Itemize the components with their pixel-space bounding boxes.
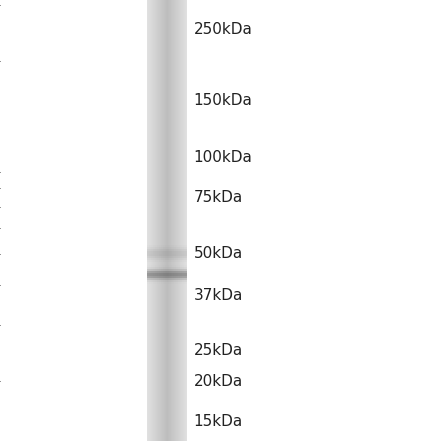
Text: 100kDa: 100kDa	[194, 150, 253, 165]
Text: 150kDa: 150kDa	[194, 93, 253, 108]
Text: 25kDa: 25kDa	[194, 343, 243, 358]
Text: 250kDa: 250kDa	[194, 22, 253, 37]
Text: 50kDa: 50kDa	[194, 246, 243, 261]
Text: 37kDa: 37kDa	[194, 288, 243, 303]
Text: 20kDa: 20kDa	[194, 374, 243, 389]
Text: 75kDa: 75kDa	[194, 190, 243, 205]
Text: 15kDa: 15kDa	[194, 414, 243, 429]
